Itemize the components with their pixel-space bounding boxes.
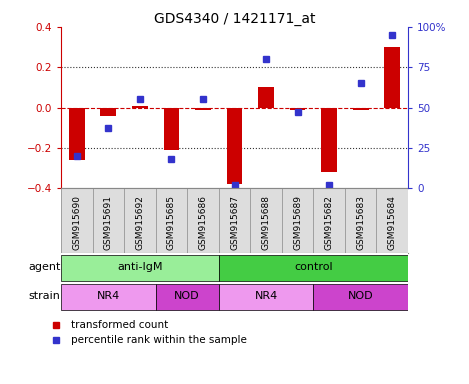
Text: GSM915682: GSM915682 bbox=[325, 195, 333, 250]
Bar bbox=[227, 108, 242, 184]
Bar bbox=[100, 108, 116, 116]
Bar bbox=[69, 108, 84, 160]
Bar bbox=[290, 108, 305, 109]
Text: percentile rank within the sample: percentile rank within the sample bbox=[71, 335, 247, 345]
Bar bbox=[61, 284, 156, 310]
Text: agent: agent bbox=[28, 262, 61, 272]
Bar bbox=[219, 284, 313, 310]
Bar bbox=[321, 108, 337, 172]
Bar bbox=[353, 108, 369, 109]
Text: NR4: NR4 bbox=[254, 291, 278, 301]
Bar bbox=[164, 108, 179, 150]
Text: GSM915685: GSM915685 bbox=[167, 195, 176, 250]
Text: GSM915689: GSM915689 bbox=[293, 195, 302, 250]
Text: GSM915690: GSM915690 bbox=[72, 195, 81, 250]
Bar bbox=[219, 255, 408, 281]
Bar bbox=[258, 87, 274, 108]
Text: NOD: NOD bbox=[348, 291, 373, 301]
Text: GSM915684: GSM915684 bbox=[388, 195, 397, 250]
Text: NOD: NOD bbox=[174, 291, 200, 301]
Text: GSM915691: GSM915691 bbox=[104, 195, 113, 250]
Text: GSM915687: GSM915687 bbox=[230, 195, 239, 250]
Text: transformed count: transformed count bbox=[71, 319, 168, 329]
Text: anti-IgM: anti-IgM bbox=[117, 262, 163, 272]
Text: GSM915688: GSM915688 bbox=[262, 195, 271, 250]
Text: GSM915692: GSM915692 bbox=[136, 195, 144, 250]
Bar bbox=[195, 108, 211, 109]
Bar bbox=[132, 106, 148, 108]
Text: GSM915686: GSM915686 bbox=[198, 195, 207, 250]
Text: strain: strain bbox=[29, 291, 61, 301]
Text: control: control bbox=[294, 262, 333, 272]
Title: GDS4340 / 1421171_at: GDS4340 / 1421171_at bbox=[154, 12, 315, 26]
Text: NR4: NR4 bbox=[97, 291, 120, 301]
Bar bbox=[61, 255, 219, 281]
Bar bbox=[156, 284, 219, 310]
Bar bbox=[313, 284, 408, 310]
Text: GSM915683: GSM915683 bbox=[356, 195, 365, 250]
Bar bbox=[385, 47, 400, 108]
